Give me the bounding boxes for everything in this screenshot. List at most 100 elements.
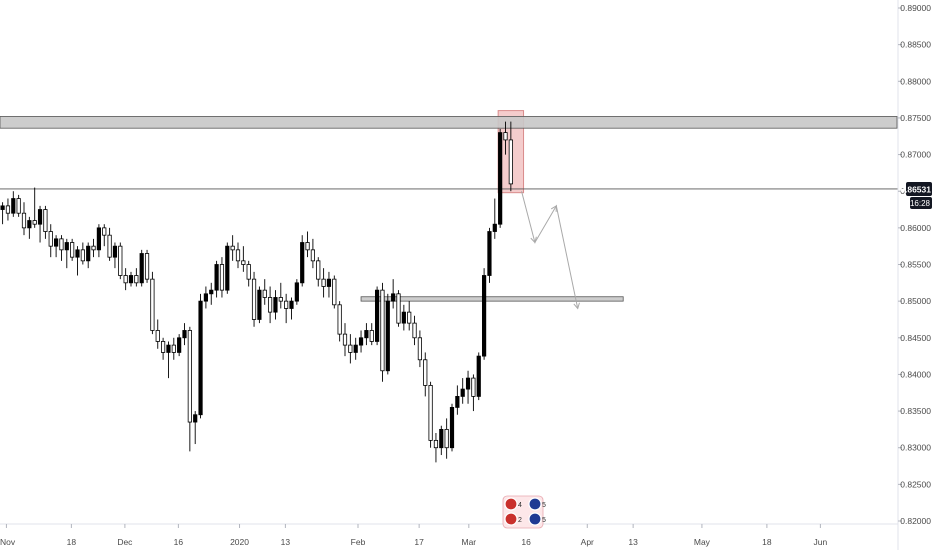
event-flag-icon[interactable] [528,512,542,526]
candle-body [481,275,487,357]
candle-body [305,242,310,251]
candle [59,235,64,261]
candle [86,242,91,269]
y-tick-label: 0.83000 [900,443,931,453]
candle [342,323,348,357]
candle [262,279,267,305]
candle [465,370,471,404]
candle-body [128,275,134,284]
candle [369,323,374,346]
candle-body [492,223,497,232]
event-badge[interactable]: 4 5 2 5 [502,495,546,529]
candle [219,257,225,298]
x-tick-label: 16 [174,537,184,547]
candle-body [214,264,219,291]
candle-body [193,414,198,423]
candle-body [369,330,374,342]
candle-body [508,139,513,185]
candle [251,271,257,327]
y-tick-label: 0.87500 [900,113,931,123]
y-axis[interactable]: 0.89000 0.88500 0.88000 0.87500 0.87000 0.865… [898,3,931,526]
candle [417,330,423,368]
candle-body [267,297,273,313]
candle-body [348,344,353,353]
candle [27,216,32,239]
candle-body [385,300,390,372]
current-price-label: 0.86531 [900,185,931,195]
candle-body [150,278,155,331]
candle [134,268,139,287]
candle [508,121,513,192]
candle-body [465,377,471,390]
event-flag-icon[interactable] [528,497,542,511]
candle [305,231,310,258]
candle [246,260,251,287]
candle [118,242,123,280]
candles-layer [0,121,513,463]
candle [460,378,465,404]
candle [321,268,326,298]
candle-body [364,330,369,339]
candle-body [316,260,321,280]
candle-body [321,278,326,287]
x-axis[interactable]: Nov 18 Dec 16 2020 13 Feb 17 Mar 16 Apr 13 May 18 Jun [0,524,828,547]
current-price-tag-bg [906,182,932,196]
x-tick-label: 16 [521,537,531,547]
countdown-label: 16:28 [910,199,931,208]
candle [449,403,455,452]
candle-body [326,278,332,287]
candle [364,323,369,346]
y-tick-label: 0.83500 [900,406,931,416]
event-flag-icon[interactable] [504,512,518,526]
candle-body [230,245,235,251]
candle [428,381,433,448]
candle-body [166,344,171,353]
candle-body [80,249,85,262]
candle-body [0,205,5,210]
current-price-tag: 0.86531 16:28 [900,182,932,209]
candle [48,224,53,258]
candle-body [278,297,283,302]
x-tick-label: Nov [0,537,16,547]
candle-body [380,289,385,372]
candle-body [32,220,37,225]
candle-body [102,227,107,236]
candle-body [423,359,428,386]
candle [316,257,321,287]
x-tick-label: 17 [414,537,424,547]
candle-body [498,132,503,225]
x-tick-label: Jun [814,537,828,547]
candle-body [123,275,128,284]
candle-body [225,245,230,291]
candle-body [460,388,465,397]
candle [80,242,85,265]
candle-body [241,260,246,265]
event-flag-icon[interactable] [504,497,518,511]
y-tick-label: 0.84000 [900,369,931,379]
candle-body [112,245,118,258]
projection-arrowhead [550,204,557,212]
candle [177,334,182,357]
candle-body [310,249,316,262]
candle [209,282,214,305]
candle [503,121,508,155]
candle [171,337,176,360]
candle-body [155,330,160,342]
y-tick-label: 0.88000 [900,76,931,86]
candle-body [262,289,267,298]
candle [284,293,289,324]
candle-body [401,311,406,324]
candle-body [374,289,380,342]
candle [267,286,273,324]
candle-body [37,209,43,225]
y-tick-label: 0.85000 [900,296,931,306]
event-count: 5 [542,517,546,524]
resistance-zone [0,116,898,129]
projection-path [521,191,579,309]
candle-body [471,377,476,397]
candle-body [235,249,241,262]
candle [380,282,385,382]
candle-body [455,396,460,408]
